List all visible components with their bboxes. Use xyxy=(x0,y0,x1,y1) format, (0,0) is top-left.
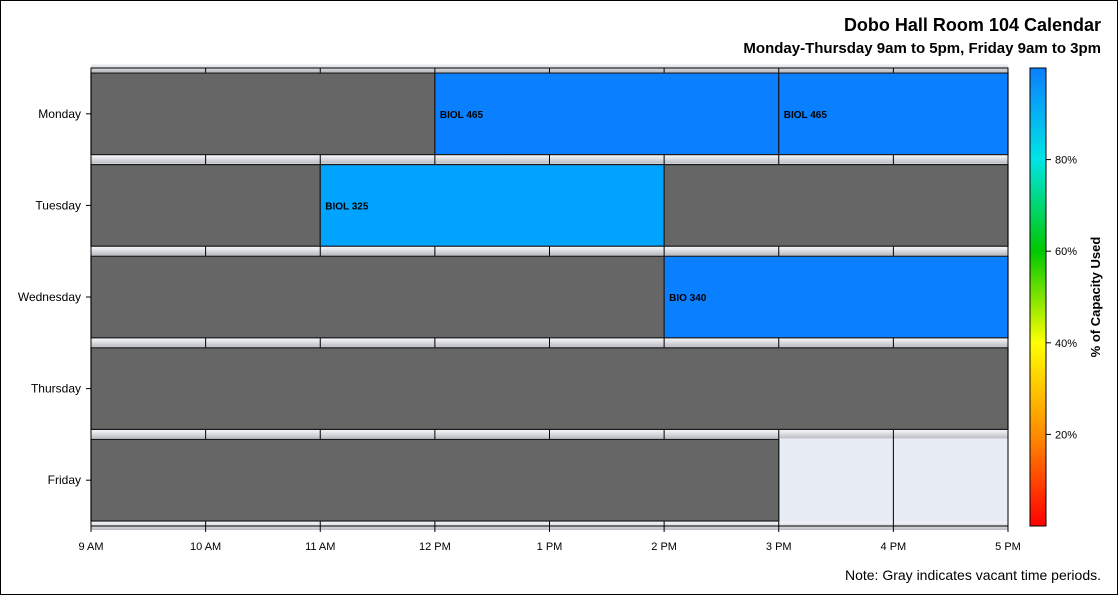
vacant-bar xyxy=(90,438,780,522)
booking-bar xyxy=(319,164,665,247)
y-tick-label: Wednesday xyxy=(18,290,81,304)
booking-label: BIOL 465 xyxy=(784,110,828,121)
x-tick-label: 11 AM xyxy=(305,541,335,553)
booking-label: BIOL 465 xyxy=(440,110,484,121)
colorbar-tick-label: 40% xyxy=(1055,338,1077,350)
colorbar-label: % of Capacity Used xyxy=(1088,237,1103,358)
x-tick-label: 2 PM xyxy=(651,541,677,553)
x-tick-label: 10 AM xyxy=(190,541,221,553)
colorbar-tick-label: 80% xyxy=(1055,155,1077,167)
x-tick-label: 1 PM xyxy=(537,541,563,553)
chart-title: Dobo Hall Room 104 Calendar xyxy=(843,15,1101,35)
booking-bar xyxy=(434,72,780,156)
booking-bar xyxy=(778,72,1009,156)
colorbar-tick-label: 20% xyxy=(1055,429,1077,441)
vacant-bar xyxy=(90,347,1009,430)
x-tick-label: 9 AM xyxy=(78,541,103,553)
x-tick-label: 5 PM xyxy=(995,541,1021,553)
booking-bar xyxy=(663,255,1009,339)
chart-subtitle: Monday-Thursday 9am to 5pm, Friday 9am t… xyxy=(743,40,1101,57)
vacant-bar xyxy=(90,255,665,339)
x-tick-label: 3 PM xyxy=(766,541,792,553)
y-tick-label: Friday xyxy=(48,473,81,487)
x-tick-label: 4 PM xyxy=(881,541,907,553)
chart-note: Note: Gray indicates vacant time periods… xyxy=(844,567,1101,583)
vacant-bar xyxy=(90,164,321,247)
colorbar-tick-label: 60% xyxy=(1055,246,1077,258)
y-tick-label: Thursday xyxy=(31,382,81,396)
vacant-bar xyxy=(90,72,436,156)
vacant-bar xyxy=(663,164,1009,247)
colorbar xyxy=(1029,67,1047,527)
booking-label: BIO 340 xyxy=(669,293,707,304)
booking-label: BIOL 325 xyxy=(325,201,369,212)
x-tick-label: 12 PM xyxy=(419,541,451,553)
y-tick-label: Monday xyxy=(38,107,81,121)
y-tick-label: Tuesday xyxy=(35,198,81,212)
